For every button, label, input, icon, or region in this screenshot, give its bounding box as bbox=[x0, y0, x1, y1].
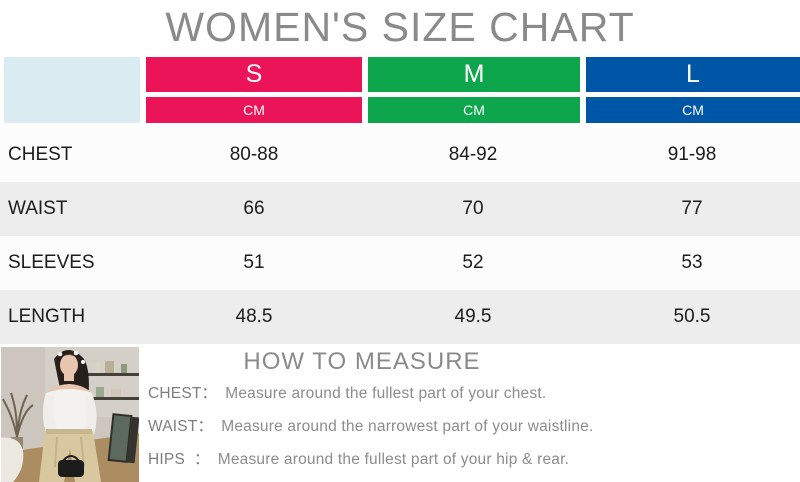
page-title: WOMEN'S SIZE CHART bbox=[165, 4, 635, 50]
row-label: WAIST bbox=[8, 198, 68, 219]
measure-instructions: CHEST： Measure around the fullest part o… bbox=[148, 384, 708, 482]
table-row-waist: WAIST 66 70 77 bbox=[0, 182, 800, 236]
cell-value: 49.5 bbox=[454, 306, 492, 327]
cell-value: 91-98 bbox=[667, 144, 717, 165]
measure-label: HIPS ： bbox=[148, 451, 210, 468]
cell-value: 77 bbox=[681, 198, 703, 219]
unit-cell-l: CM bbox=[586, 97, 800, 123]
cell-value: 84-92 bbox=[448, 144, 498, 165]
row-label: SLEEVES bbox=[8, 252, 95, 273]
measure-text: Measure around the narrowest part of you… bbox=[221, 418, 594, 435]
measure-text: Measure around the fullest part of your … bbox=[217, 451, 570, 468]
cell-value: 51 bbox=[243, 252, 265, 273]
measure-text: Measure around the fullest part of your … bbox=[225, 385, 547, 402]
table-row-sleeves: SLEEVES 51 52 53 bbox=[0, 236, 800, 290]
size-table-body: CHEST 80-88 84-92 91-98 WAIST 66 70 77 S… bbox=[0, 128, 800, 344]
measure-heading: HOW TO MEASURE bbox=[243, 348, 481, 375]
size-header-l: L bbox=[586, 57, 800, 92]
row-label: CHEST bbox=[8, 144, 73, 165]
table-row-chest: CHEST 80-88 84-92 91-98 bbox=[0, 128, 800, 182]
cell-value: 50.5 bbox=[673, 306, 711, 327]
cell-value: 70 bbox=[462, 198, 484, 219]
measure-line-chest: CHEST： Measure around the fullest part o… bbox=[148, 384, 708, 404]
measure-label: CHEST： bbox=[148, 385, 218, 402]
model-photo bbox=[1, 347, 139, 482]
cell-value: 53 bbox=[681, 252, 703, 273]
table-row-length: LENGTH 48.5 49.5 50.5 bbox=[0, 290, 800, 344]
measure-line-hips: HIPS ： Measure around the fullest part o… bbox=[148, 450, 708, 470]
size-header-m: M bbox=[368, 57, 580, 92]
cell-value: 66 bbox=[243, 198, 265, 219]
cell-value: 52 bbox=[462, 252, 484, 273]
unit-cell-s: CM bbox=[146, 97, 362, 123]
row-label: LENGTH bbox=[8, 306, 86, 327]
size-header-s: S bbox=[146, 57, 362, 92]
measure-line-waist: WAIST： Measure around the narrowest part… bbox=[148, 417, 708, 437]
cell-value: 80-88 bbox=[229, 144, 279, 165]
measure-label: WAIST： bbox=[148, 418, 214, 435]
cell-value: 48.5 bbox=[235, 306, 273, 327]
table-corner-cell bbox=[4, 57, 140, 123]
unit-cell-m: CM bbox=[368, 97, 580, 123]
